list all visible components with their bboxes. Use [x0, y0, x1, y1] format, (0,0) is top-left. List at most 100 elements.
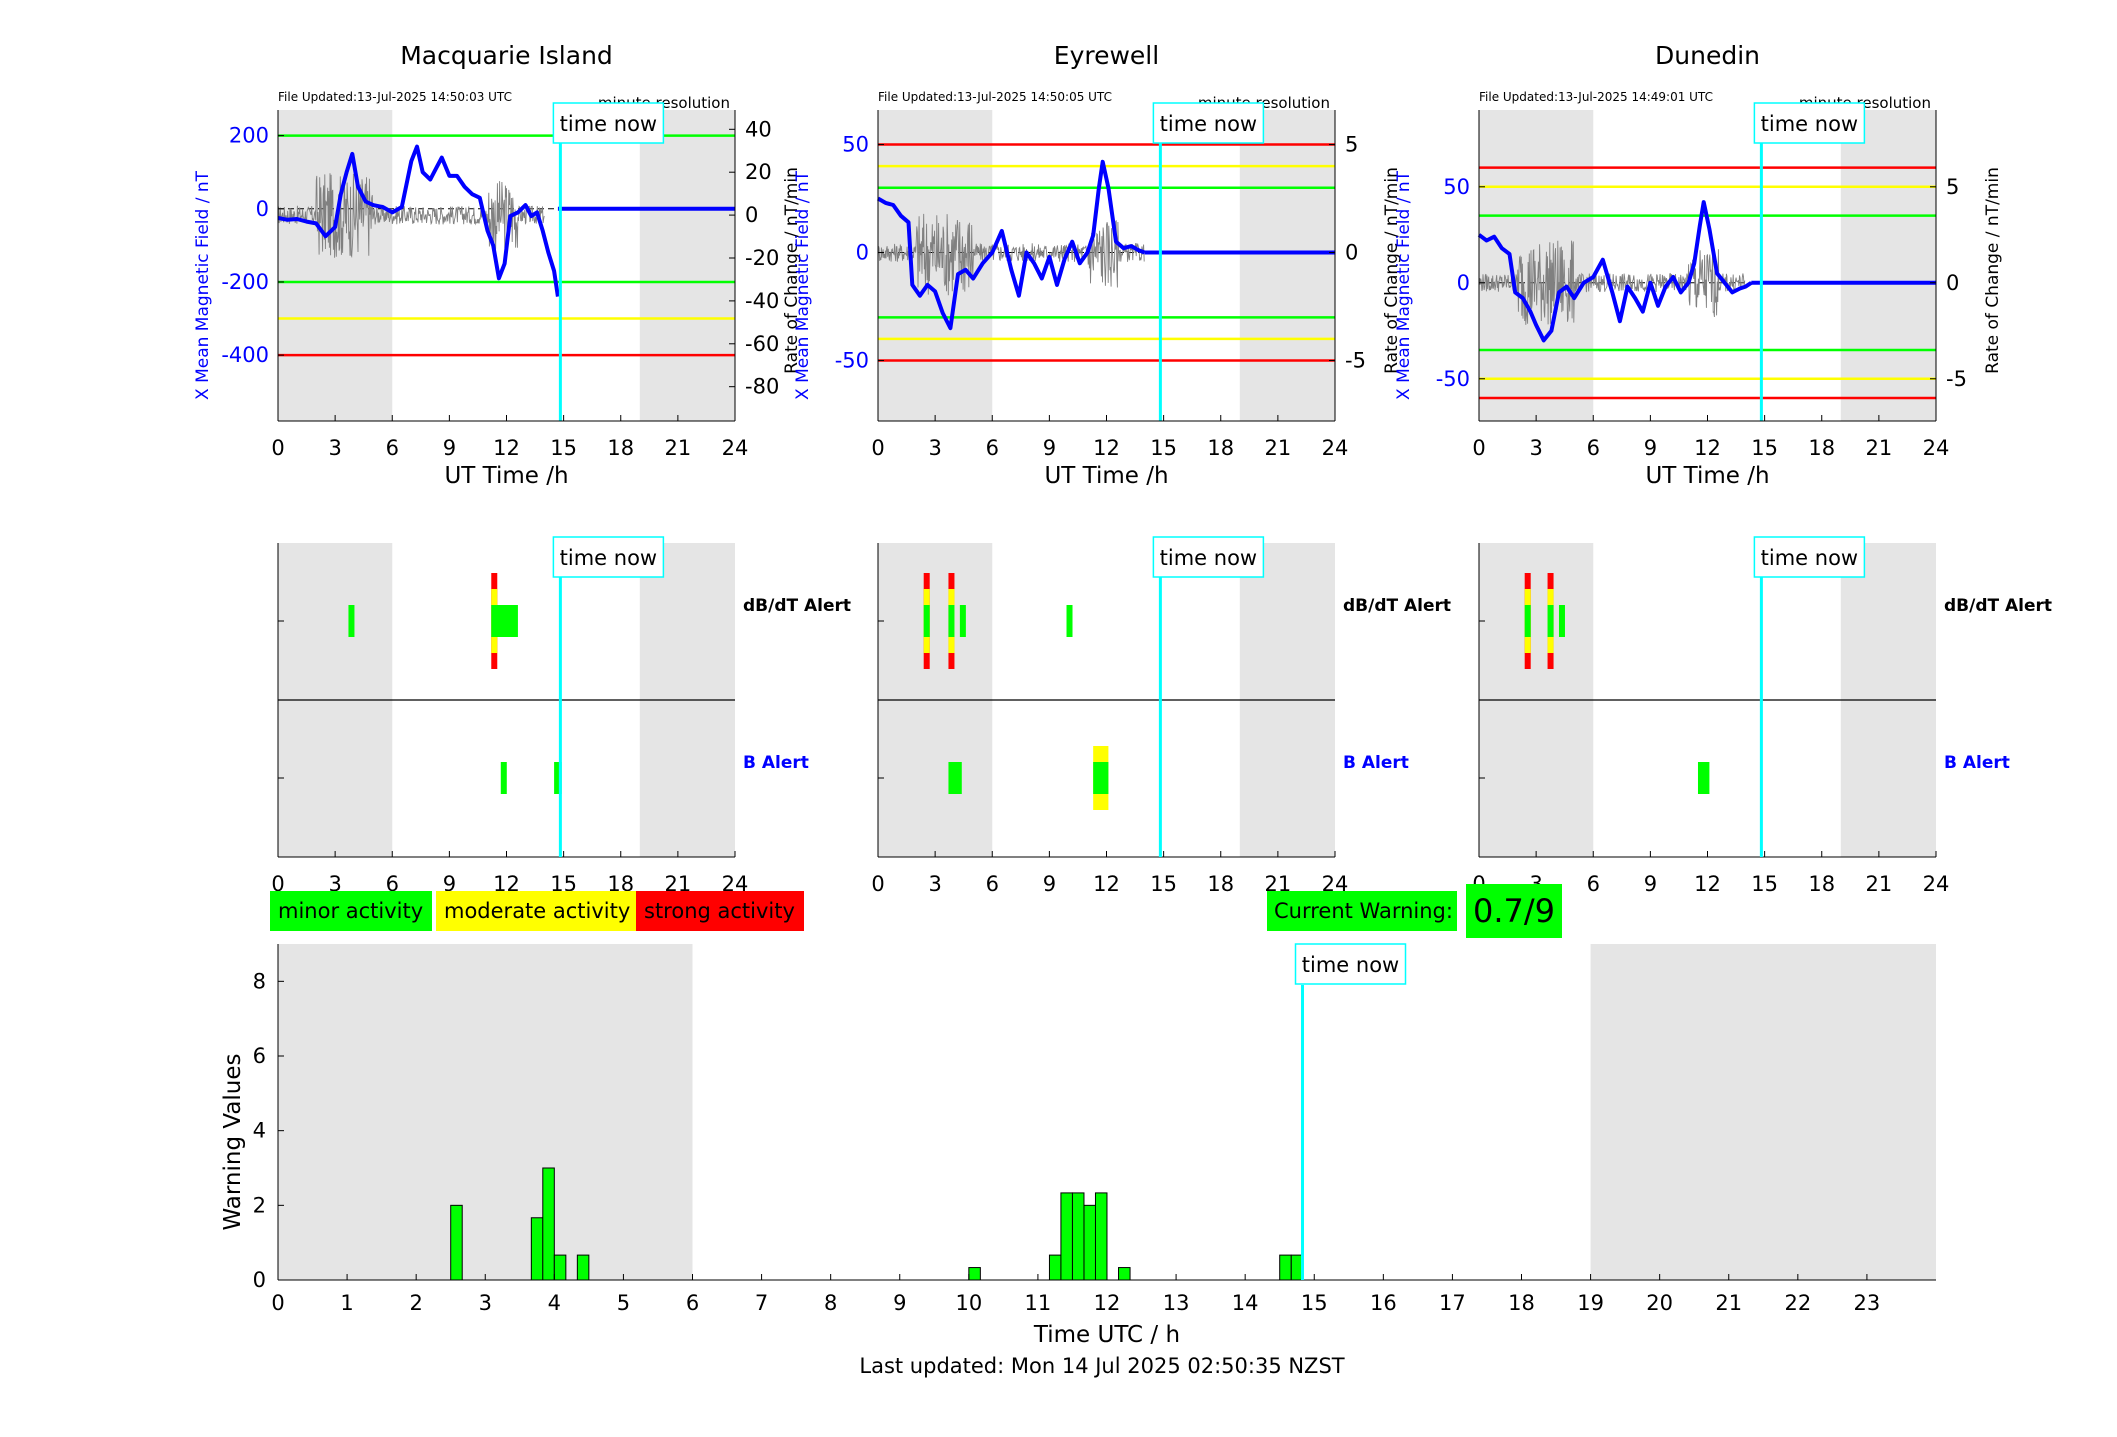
warning-bar	[1118, 1267, 1131, 1281]
x-tick-label: 19	[1577, 1291, 1604, 1315]
activity-legend: minor activity moderate activity strong …	[270, 891, 804, 931]
y2-tick-label: 20	[745, 160, 772, 184]
y2-tick-label: 40	[745, 117, 772, 141]
y-axis-title: X Mean Magnetic Field / nT	[793, 170, 813, 400]
x-tick-label: 1	[340, 1291, 353, 1315]
y-tick-label: 0	[1457, 271, 1470, 295]
x-tick-label: 0	[1472, 436, 1485, 460]
x-axis-title: UT Time /h	[444, 463, 568, 489]
x-field-line	[277, 144, 560, 297]
x-tick-label: 3	[328, 436, 341, 460]
b-alert-mark-minor	[948, 762, 962, 794]
x-tick-label: 2	[409, 1291, 422, 1315]
file-updated-text: File Updated:13-Jul-2025 14:50:05 UTC	[878, 90, 1112, 104]
current-warning-value: 0.7/9	[1473, 892, 1555, 930]
y-tick-label: 50	[842, 133, 869, 157]
x-tick-label: 18	[1808, 872, 1835, 896]
x-tick-label: 21	[1866, 872, 1893, 896]
station-title: Macquarie Island	[400, 41, 613, 70]
x-tick-label: 3	[928, 436, 941, 460]
time-now-label: time now	[1160, 112, 1257, 136]
time-now-label: time now	[1302, 953, 1399, 977]
y2-tick-label: 5	[1946, 175, 1959, 199]
x-tick-label: 6	[686, 1291, 699, 1315]
dbdt-alert-label: dB/dT Alert	[1343, 596, 1451, 616]
dbdt-alert-mark-minor	[1524, 605, 1531, 637]
x-tick-label: 12	[1093, 872, 1120, 896]
night-shading	[278, 110, 393, 421]
dbdt-alert-mark-minor	[1547, 605, 1554, 637]
x-tick-label: 24	[722, 436, 749, 460]
dbdt-alert-mark-minor	[491, 605, 498, 637]
y-tick-label: 0	[256, 197, 269, 221]
warning-bar	[1083, 1204, 1097, 1281]
x-axis-title: UT Time /h	[1645, 463, 1769, 489]
legend-strong-swatch	[636, 891, 804, 931]
y2-tick-label: 5	[1345, 133, 1358, 157]
y-tick-label: -50	[835, 349, 869, 373]
x-tick-label: 18	[1808, 436, 1835, 460]
x-tick-label: 13	[1163, 1291, 1190, 1315]
night-shading	[1590, 944, 1936, 1280]
y2-tick-label: -40	[745, 289, 779, 313]
night-shading	[1479, 110, 1594, 421]
x-tick-label: 0	[271, 436, 284, 460]
x-tick-label: 10	[955, 1291, 982, 1315]
warning-bar	[530, 1217, 544, 1281]
x-tick-label: 9	[443, 872, 456, 896]
y2-tick-label: -5	[1345, 349, 1366, 373]
time-now-label: time now	[1761, 546, 1858, 570]
x-axis-title: Time UTC / h	[1033, 1322, 1180, 1348]
y-axis-title: X Mean Magnetic Field / nT	[1394, 170, 1414, 400]
time-now-box	[1753, 102, 1866, 144]
warning-bar	[450, 1204, 463, 1281]
x-tick-label: 23	[1854, 1291, 1881, 1315]
x-tick-label: 24	[1923, 872, 1950, 896]
y-tick-label: 50	[1443, 175, 1470, 199]
x-tick-label: 0	[271, 1291, 284, 1315]
x-tick-label: 6	[986, 436, 999, 460]
x-tick-label: 12	[1694, 872, 1721, 896]
x-tick-label: 18	[607, 436, 634, 460]
b-alert-mark-minor	[1697, 762, 1710, 794]
station-title: Dunedin	[1655, 41, 1760, 70]
dbdt-alert-mark-minor	[348, 605, 355, 637]
x-tick-label: 9	[1043, 872, 1056, 896]
legend-minor-label: minor activity	[278, 899, 423, 923]
file-updated-text: File Updated:13-Jul-2025 14:50:03 UTC	[278, 90, 512, 104]
y-tick-label: -200	[221, 270, 269, 294]
dbdt-alert-mark-minor	[959, 605, 966, 637]
dbdt-alert-mark-minor	[923, 605, 930, 637]
dbdt-alert-mark-minor	[1558, 605, 1565, 637]
y2-tick-label: 0	[745, 203, 758, 227]
x-tick-label: 8	[824, 1291, 837, 1315]
legend-moderate-label: moderate activity	[444, 899, 630, 923]
y-tick-label: -50	[1436, 367, 1470, 391]
footer-last-updated: Last updated: Mon 14 Jul 2025 02:50:35 N…	[859, 1354, 1344, 1378]
y-tick-label: 0	[856, 241, 869, 265]
b-alert-mark-minor	[500, 762, 507, 794]
file-updated-text: File Updated:13-Jul-2025 14:49:01 UTC	[1479, 90, 1713, 104]
x-tick-label: 6	[386, 436, 399, 460]
x-tick-label: 9	[1043, 436, 1056, 460]
time-now-label: time now	[1761, 112, 1858, 136]
time-now-label: time now	[1160, 546, 1257, 570]
b-alert-mark-minor	[554, 762, 562, 794]
b-alert-label: B Alert	[1944, 753, 2010, 773]
time-now-box	[1152, 102, 1265, 144]
magnetometer-panel-1: Macquarie Island File Updated:13-Jul-2025…	[193, 41, 802, 489]
b-alert-label: B Alert	[743, 753, 809, 773]
y-tick-label: -400	[221, 343, 269, 367]
dbdt-alert-mark-minor	[1066, 605, 1073, 637]
x-tick-label: 7	[755, 1291, 768, 1315]
x-tick-label: 18	[1207, 872, 1234, 896]
dbdt-alert-mark-minor	[948, 605, 955, 637]
dbdt-alert-mark-minor	[496, 605, 518, 637]
y-tick-label: 2	[253, 1193, 266, 1217]
x-tick-label: 24	[1322, 436, 1349, 460]
x-tick-label: 17	[1439, 1291, 1466, 1315]
x-tick-label: 11	[1025, 1291, 1052, 1315]
time-now-box	[552, 102, 665, 144]
x-tick-label: 15	[1751, 872, 1778, 896]
